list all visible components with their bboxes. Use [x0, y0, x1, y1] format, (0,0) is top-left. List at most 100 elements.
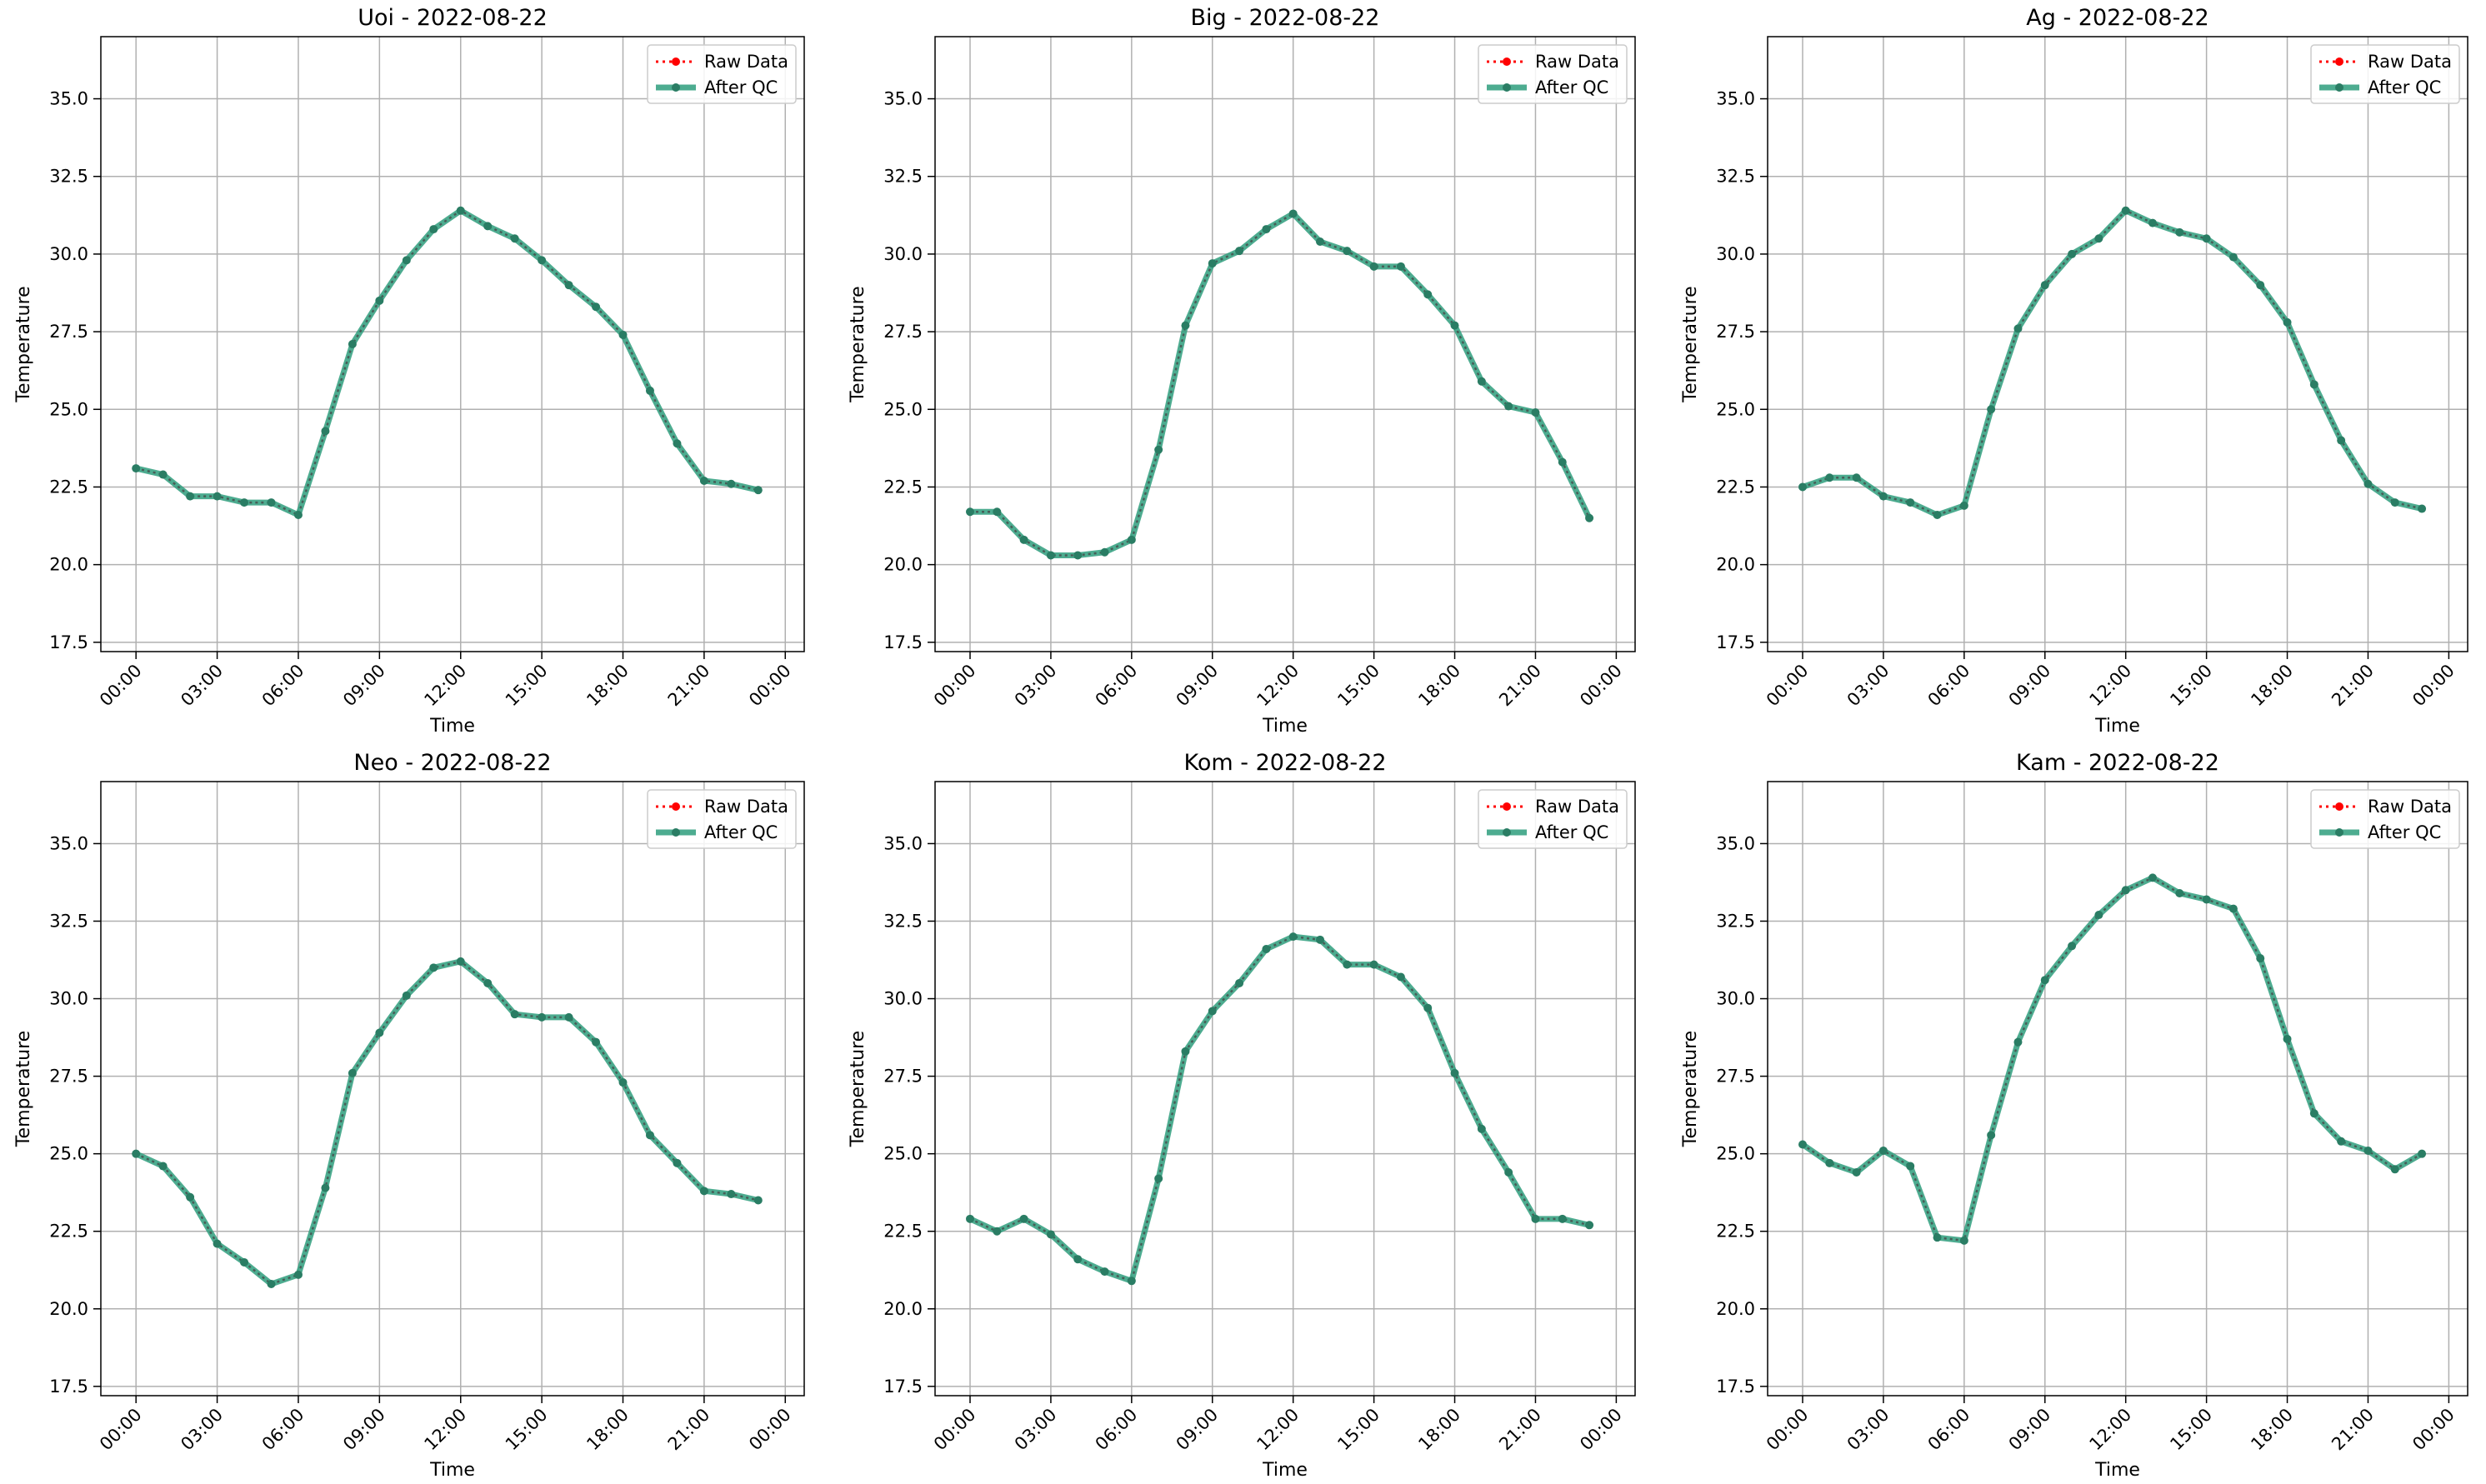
data-point-after-qc	[2013, 324, 2023, 333]
chart-panel-4: Neo - 2022-08-22 17.5 20.0 22.5 25.0 27.5 30.0…	[13, 750, 805, 1481]
data-point-after-qc	[673, 1158, 682, 1167]
legend: Raw Data After QC	[2310, 44, 2460, 104]
data-point-after-qc	[2121, 886, 2130, 895]
y-tick-label: 32.5	[883, 912, 923, 932]
x-tick-label: 21:00	[664, 661, 714, 711]
y-tick-label: 27.5	[49, 322, 88, 342]
x-tick-label: 12:00	[2085, 1405, 2135, 1455]
y-tick-label: 30.0	[49, 989, 88, 1009]
data-point-after-qc	[1019, 1214, 1028, 1223]
data-point-after-qc	[618, 330, 628, 339]
data-point-after-qc	[592, 1037, 601, 1047]
data-point-after-qc	[1288, 209, 1298, 218]
data-point-after-qc	[1959, 501, 1968, 510]
x-tick-label: 09:00	[1173, 1405, 1223, 1455]
data-point-after-qc	[1987, 1131, 1996, 1140]
y-tick-label: 17.5	[1716, 632, 1755, 652]
data-point-after-qc	[1531, 1214, 1540, 1223]
data-point-after-qc	[753, 486, 763, 495]
data-point-after-qc	[1046, 1230, 1055, 1239]
x-axis-label: Time	[1262, 1460, 1308, 1481]
data-point-after-qc	[1396, 972, 1405, 982]
legend-marker-raw-data	[1503, 57, 1511, 66]
data-point-after-qc	[727, 479, 736, 488]
x-tick-label: 00:00	[1576, 661, 1626, 711]
x-tick-label: 06:00	[1924, 1405, 1974, 1455]
data-point-after-qc	[348, 1068, 357, 1077]
data-point-after-qc	[158, 1162, 168, 1171]
data-point-after-qc	[375, 1028, 384, 1037]
y-tick-label: 20.0	[883, 1299, 923, 1319]
chart-title: Uoi - 2022-08-22	[358, 5, 548, 31]
x-tick-label: 00:00	[2408, 1405, 2458, 1455]
data-point-after-qc	[213, 492, 222, 501]
data-point-after-qc	[1531, 408, 1540, 417]
series-line-after-qc	[1801, 874, 2423, 1244]
y-axis-label: Temperature	[13, 286, 34, 402]
gridlines	[1768, 782, 2468, 1396]
y-axis-label: Temperature	[848, 286, 868, 402]
axes-frame	[934, 781, 1636, 1397]
data-point-after-qc	[2202, 895, 2211, 904]
data-point-after-qc	[1208, 259, 1217, 268]
legend-marker-raw-data	[672, 57, 680, 66]
data-point-after-qc	[673, 439, 682, 448]
y-tick-label: 32.5	[49, 167, 88, 187]
y-tick-label: 32.5	[49, 912, 88, 932]
data-point-after-qc	[483, 222, 493, 231]
data-point-after-qc	[1181, 321, 1190, 330]
y-tick-label: 30.0	[1716, 244, 1755, 264]
data-point-after-qc	[240, 1257, 249, 1267]
y-tick-label: 22.5	[49, 477, 88, 497]
chart-title: Kom - 2022-08-22	[1184, 750, 1387, 776]
legend-marker-after-qc	[2335, 83, 2343, 92]
data-point-after-qc	[1987, 405, 1996, 414]
data-point-after-qc	[1100, 1267, 1109, 1277]
y-tick-label: 22.5	[883, 1222, 923, 1242]
y-tick-label: 35.0	[1716, 833, 1755, 853]
data-point-after-qc	[538, 256, 547, 265]
data-point-after-qc	[1450, 321, 1459, 330]
data-point-after-qc	[267, 498, 276, 507]
data-point-after-qc	[966, 507, 974, 517]
y-tick-label: 22.5	[1716, 1222, 1755, 1242]
x-tick-label: 00:00	[96, 661, 146, 711]
y-tick-label: 25.0	[49, 399, 88, 419]
y-tick-label: 20.0	[1716, 1299, 1755, 1319]
data-point-after-qc	[1073, 551, 1083, 560]
x-tick-label: 06:00	[1092, 1405, 1142, 1455]
chart-title: Neo - 2022-08-22	[353, 750, 551, 776]
data-point-after-qc	[1959, 1236, 1968, 1245]
data-point-after-qc	[2202, 234, 2211, 243]
x-axis-label: Time	[2094, 1460, 2140, 1481]
data-point-after-qc	[993, 1227, 1002, 1236]
y-tick-label: 22.5	[1716, 477, 1755, 497]
data-point-after-qc	[2068, 249, 2077, 258]
data-point-after-qc	[966, 1214, 974, 1223]
data-point-after-qc	[1262, 225, 1271, 234]
data-point-after-qc	[510, 1010, 519, 1019]
data-point-after-qc	[402, 256, 411, 265]
y-tick-label: 20.0	[49, 555, 88, 575]
y-tick-label: 27.5	[1716, 322, 1755, 342]
y-tick-label: 17.5	[883, 1377, 923, 1397]
series-line-after-qc	[134, 958, 759, 1287]
data-point-after-qc	[1396, 262, 1405, 271]
data-point-after-qc	[1477, 377, 1486, 386]
chart-panel-5: Kom - 2022-08-22 17.5 20.0 22.5 25.0 27.5 30.0…	[848, 750, 1636, 1481]
data-point-after-qc	[158, 470, 168, 479]
data-point-after-qc	[1288, 932, 1298, 942]
y-tick-label: 32.5	[1716, 912, 1755, 932]
data-point-after-qc	[2175, 889, 2184, 897]
legend-marker-after-qc	[1503, 828, 1511, 837]
y-tick-label: 17.5	[49, 1377, 88, 1397]
x-tick-label: 03:00	[177, 1405, 227, 1455]
data-point-after-qc	[1906, 1162, 1915, 1171]
data-point-after-qc	[2418, 504, 2427, 513]
data-point-after-qc	[1852, 1168, 1861, 1177]
data-point-after-qc	[2094, 234, 2103, 243]
data-point-after-qc	[2309, 380, 2318, 389]
x-axis-label: Time	[1262, 716, 1308, 737]
series-line-raw-data	[970, 212, 1591, 557]
